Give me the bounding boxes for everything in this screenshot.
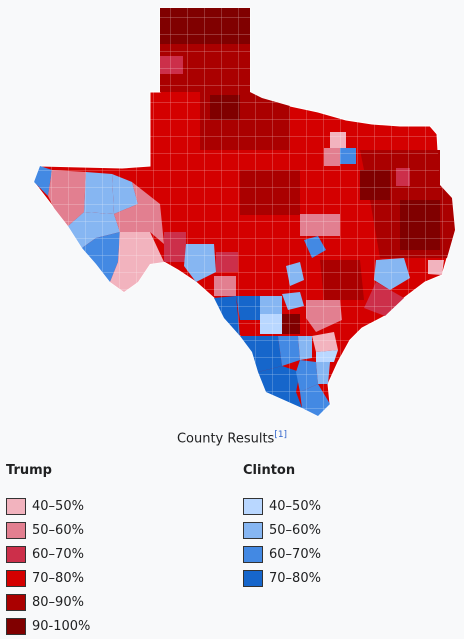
- legend-label: 70–80%: [32, 570, 84, 586]
- legend-trump-item: 90-100%: [6, 614, 90, 638]
- legend-clinton-item: 50–60%: [243, 518, 321, 542]
- legend-swatch: [6, 593, 26, 611]
- legend-swatch: [243, 521, 263, 539]
- legend-clinton-item: 60–70%: [243, 542, 321, 566]
- county-grid: [34, 8, 455, 416]
- legend-trump-heading: Trump: [6, 463, 52, 478]
- legend-swatch: [6, 497, 26, 515]
- legend-swatch: [6, 545, 26, 563]
- legend-trump: Trump 40–50% 50–60% 60–70% 70–80% 80–90% 90-1…: [6, 463, 90, 638]
- legend-label: 60–70%: [32, 546, 84, 562]
- legend-swatch: [243, 497, 263, 515]
- legend-label: 70–80%: [269, 570, 321, 586]
- map-svg: [33, 7, 456, 417]
- legend-clinton-items: 40–50% 50–60% 60–70% 70–80%: [243, 494, 321, 590]
- legend-label: 50–60%: [269, 522, 321, 538]
- legend-label: 40–50%: [269, 498, 321, 514]
- legend-clinton-item: 40–50%: [243, 494, 321, 518]
- map-caption: County Results[1]: [0, 430, 464, 446]
- legend-swatch: [243, 545, 263, 563]
- legend-label: 60–70%: [269, 546, 321, 562]
- caption-text: County Results: [176, 431, 275, 447]
- legend-clinton: Clinton 40–50% 50–60% 60–70% 70–80%: [243, 463, 321, 590]
- legend-swatch: [243, 569, 263, 587]
- legend-clinton-heading: Clinton: [243, 463, 296, 478]
- legend-swatch: [6, 569, 26, 587]
- legend-label: 90-100%: [32, 618, 91, 634]
- legend-trump-items: 40–50% 50–60% 60–70% 70–80% 80–90% 90-100%: [6, 494, 90, 638]
- caption-reference-link[interactable]: [1]: [274, 430, 288, 440]
- legend-trump-item: 60–70%: [6, 542, 90, 566]
- texas-county-map: [33, 7, 456, 417]
- legend-clinton-item: 70–80%: [243, 566, 321, 590]
- legend-label: 40–50%: [32, 498, 84, 514]
- legend-swatch: [6, 617, 26, 635]
- legend-trump-item: 70–80%: [6, 566, 90, 590]
- legend-swatch: [6, 521, 26, 539]
- legend-trump-item: 40–50%: [6, 494, 90, 518]
- legend-trump-item: 80–90%: [6, 590, 90, 614]
- legend-label: 50–60%: [32, 522, 84, 538]
- legend-label: 80–90%: [32, 594, 84, 610]
- legend-trump-item: 50–60%: [6, 518, 90, 542]
